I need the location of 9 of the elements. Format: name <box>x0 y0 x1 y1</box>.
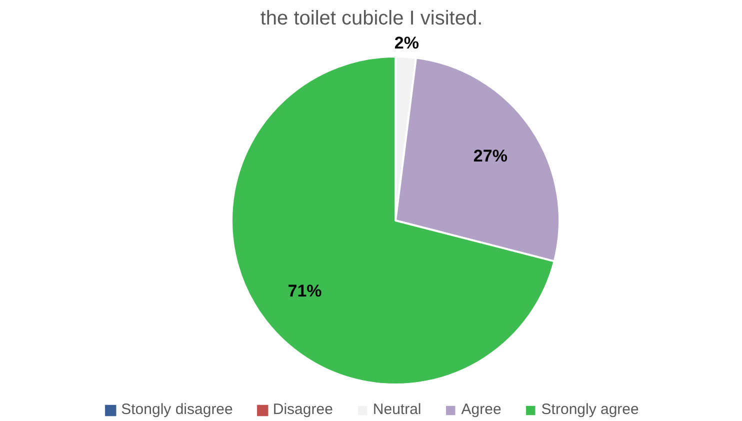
legend-label: Strongly agree <box>541 401 639 418</box>
legend-label: Agree <box>461 401 502 418</box>
data-label: 71% <box>288 281 322 300</box>
chart-title: the toilet cubicle I visited. <box>260 8 483 30</box>
legend-label: Neutral <box>372 401 422 418</box>
data-label: 2% <box>394 33 419 52</box>
legend-label: Disagree <box>272 401 333 418</box>
legend-label: Stongly disagree <box>121 401 233 418</box>
data-label: 27% <box>473 146 508 166</box>
